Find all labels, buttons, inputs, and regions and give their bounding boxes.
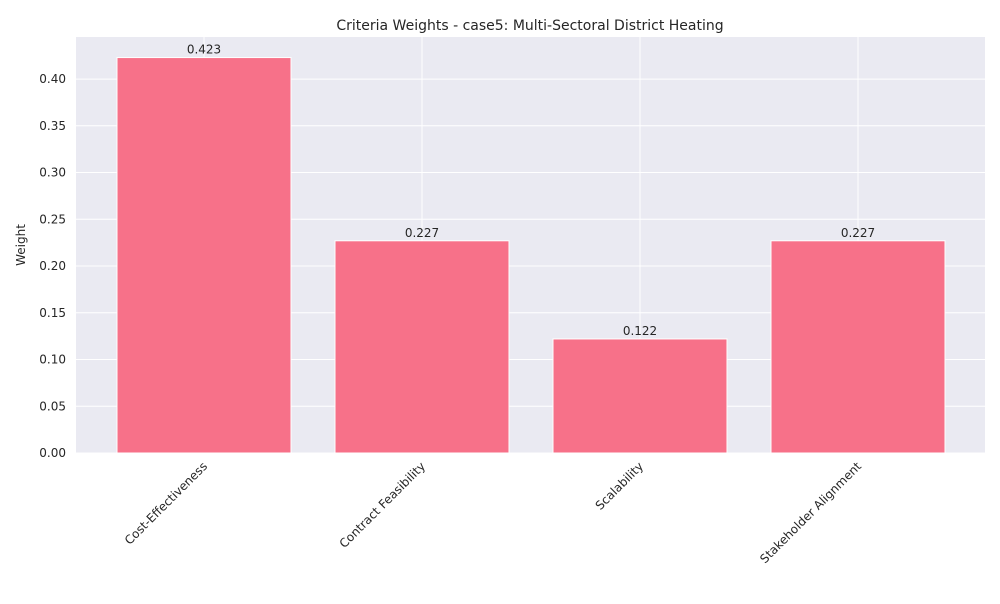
bar <box>334 240 510 454</box>
y-tick-label: 0.35 <box>39 119 66 133</box>
x-tick-label: Cost-Effectiveness <box>122 459 210 547</box>
bar-value-label: 0.227 <box>405 226 439 240</box>
bar-value-label: 0.423 <box>187 43 221 57</box>
y-axis-ticks: 0.00 0.05 0.10 0.15 0.20 0.25 0.30 0.35 0.40 <box>39 72 66 460</box>
y-tick-label: 0.30 <box>39 166 66 180</box>
bar-value-label: 0.122 <box>623 324 657 338</box>
x-axis-ticks: Cost-Effectiveness Contract Feasibility Sc… <box>122 459 864 566</box>
y-axis-label: Weight <box>14 224 28 266</box>
y-tick-label: 0.15 <box>39 306 66 320</box>
bar <box>552 338 728 454</box>
y-tick-label: 0.10 <box>39 353 66 367</box>
y-tick-label: 0.00 <box>39 446 66 460</box>
x-tick-label: Scalability <box>593 459 647 513</box>
x-tick-label: Contract Feasibility <box>337 459 429 551</box>
bars <box>116 57 946 454</box>
chart-title: Criteria Weights - case5: Multi-Sectoral… <box>336 18 723 34</box>
y-tick-label: 0.25 <box>39 212 66 226</box>
y-tick-label: 0.40 <box>39 72 66 86</box>
bar-value-labels: 0.423 0.227 0.122 0.227 <box>187 43 875 338</box>
bar <box>116 57 292 454</box>
y-tick-label: 0.20 <box>39 259 66 273</box>
x-tick-label: Stakeholder Alignment <box>757 459 864 566</box>
y-tick-label: 0.05 <box>39 399 66 413</box>
bar-value-label: 0.227 <box>841 226 875 240</box>
bar <box>770 240 946 454</box>
